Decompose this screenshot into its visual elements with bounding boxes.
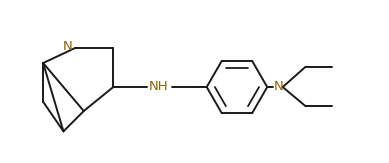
Text: N: N xyxy=(274,80,284,93)
Text: NH: NH xyxy=(148,80,168,93)
Text: N: N xyxy=(62,40,72,52)
